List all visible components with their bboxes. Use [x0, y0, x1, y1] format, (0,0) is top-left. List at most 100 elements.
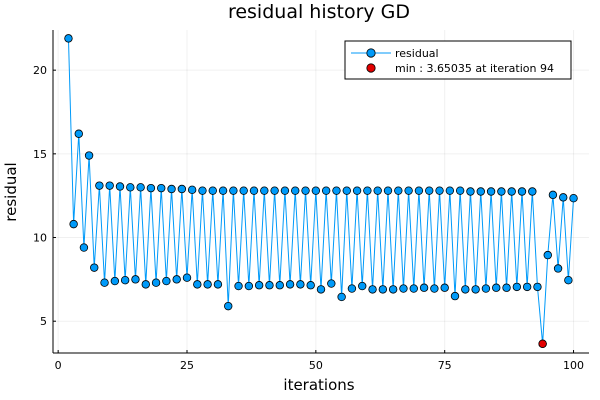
residual-point [327, 279, 336, 288]
legend-min-label: min : 3.65035 at iteration 94 [395, 62, 554, 75]
residual-point [79, 243, 89, 252]
residual-point [553, 264, 563, 273]
residual-point [502, 283, 511, 292]
x-tick-label: 50 [309, 359, 323, 372]
residual-point [110, 276, 120, 286]
residual-point [151, 278, 161, 287]
residual-point [481, 284, 491, 293]
x-tick-label: 75 [438, 359, 452, 372]
residual-point [90, 263, 99, 272]
residual-point [316, 285, 326, 294]
tick-labels: 0 25 50 75 100 5 10 15 20 [33, 64, 584, 372]
residual-point [198, 186, 207, 195]
residual-point [363, 186, 372, 195]
residual-point [507, 187, 516, 196]
y-tick-label: 10 [33, 232, 47, 245]
residual-point [548, 190, 558, 200]
residual-point [249, 186, 259, 195]
residual-point [296, 280, 305, 289]
residual-point [569, 193, 578, 203]
residual-point [187, 185, 197, 195]
residual-point [234, 281, 243, 291]
residual-point [239, 186, 248, 195]
residual-point [203, 280, 212, 289]
residual-point [100, 278, 109, 287]
residual-point [301, 186, 310, 195]
residual-point [564, 276, 573, 285]
residual-point [337, 292, 346, 302]
residual-point [450, 291, 460, 301]
legend-min-marker [366, 63, 376, 73]
residual-point [172, 275, 181, 284]
residual-point [492, 283, 501, 292]
residual-point [559, 193, 568, 202]
y-tick-label: 5 [40, 315, 47, 328]
y-tick-label: 20 [33, 64, 47, 77]
residual-point [229, 186, 238, 195]
residual-point [275, 281, 284, 290]
residual-point [440, 283, 449, 292]
legend: residual min : 3.65035 at iteration 94 [344, 40, 572, 80]
legend-residual-label: residual [395, 47, 439, 60]
residual-point [115, 182, 125, 191]
min-point [538, 339, 547, 348]
residual-point [177, 184, 187, 194]
residual-point [224, 301, 233, 311]
residual-point [368, 285, 377, 294]
residual-point [208, 186, 217, 195]
residual-point [260, 186, 269, 195]
residual-point [425, 186, 434, 195]
residual-point [388, 285, 398, 294]
residual-point [120, 276, 130, 285]
legend-box [344, 40, 572, 80]
residual-point [404, 186, 413, 195]
residual-point [69, 219, 78, 229]
residual-point [466, 187, 475, 196]
residual-point [218, 186, 228, 195]
residual-point [373, 186, 382, 195]
residual-point [285, 280, 295, 289]
residual-point [291, 186, 300, 195]
residual-point [347, 284, 357, 293]
residual-point [528, 187, 537, 196]
residual-point [414, 186, 424, 195]
residual-point [394, 186, 403, 195]
residual-point [358, 281, 367, 291]
residual-point [476, 187, 485, 196]
residual-point [352, 186, 362, 195]
residual-point [512, 282, 522, 292]
residual-point [193, 280, 202, 289]
residual-point [105, 181, 114, 190]
residual-point [435, 186, 444, 195]
residual-point [146, 183, 156, 193]
residual-point [157, 183, 166, 193]
residual-point [74, 129, 83, 138]
residual-point [455, 186, 465, 195]
residual-point [445, 186, 455, 195]
residual-point [471, 285, 480, 294]
residual-point [141, 280, 150, 289]
residual-point [265, 281, 274, 290]
y-axis-title: residual [2, 162, 20, 221]
residual-point [342, 186, 351, 195]
residual-point [332, 186, 341, 195]
residual-point [486, 187, 496, 196]
residual-point [126, 183, 135, 192]
axes [52, 30, 589, 354]
chart-title: residual history GD [228, 1, 410, 23]
residual-point [311, 186, 321, 195]
residual-point [461, 285, 470, 294]
residual-point [497, 187, 506, 196]
residual-point [522, 282, 532, 292]
series-residual [64, 34, 578, 348]
residual-point [409, 284, 418, 293]
residual-point [517, 187, 527, 196]
residual-point [167, 184, 176, 194]
residual-point [95, 181, 104, 190]
x-tick-label: 25 [180, 359, 194, 372]
residual-point [383, 186, 393, 195]
residual-point [306, 281, 315, 290]
residual-point [162, 276, 171, 286]
x-tick-label: 0 [55, 359, 62, 372]
residual-point [378, 285, 388, 294]
